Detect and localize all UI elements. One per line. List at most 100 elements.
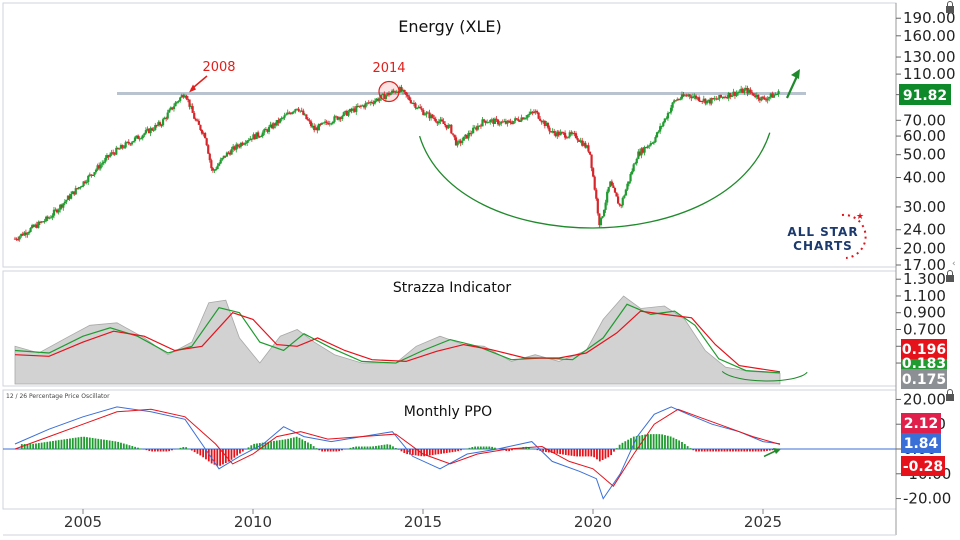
candle-body xyxy=(754,95,757,98)
ppo-histogram-bar xyxy=(771,449,774,451)
candle-body xyxy=(595,189,598,199)
candle-body xyxy=(98,165,101,169)
ppo-histogram-bar xyxy=(655,434,658,449)
ppo-histogram-bar xyxy=(411,449,414,455)
candle-body xyxy=(90,174,93,176)
candle-body xyxy=(615,192,618,197)
ppo-histogram-bar xyxy=(86,437,88,449)
candle-body xyxy=(105,155,109,158)
candle-body xyxy=(331,121,334,124)
ppo-histogram-bar xyxy=(437,449,440,455)
ppo-histogram-bar xyxy=(281,439,284,449)
candle-body xyxy=(230,149,233,155)
ppo-histogram-bar xyxy=(168,449,171,452)
candle-body xyxy=(691,96,694,99)
candle-body xyxy=(741,88,744,93)
candle-body xyxy=(218,163,221,166)
candle-body xyxy=(202,133,205,135)
ppo-histogram-bar xyxy=(26,444,29,449)
candle-body xyxy=(384,95,387,99)
annotation-2014: 2014 xyxy=(372,61,405,76)
candle-body xyxy=(306,119,310,121)
ppo-histogram-bar xyxy=(703,449,706,452)
candle-body xyxy=(571,133,574,135)
candle-body xyxy=(422,109,425,116)
ppo-histogram-bar xyxy=(644,434,647,449)
ppo-histogram-bar xyxy=(270,441,273,449)
candle-body xyxy=(537,112,540,119)
collapse-icon[interactable]: ‹ xyxy=(952,259,956,269)
ppo-histogram-bar xyxy=(675,439,678,449)
ppo-histogram-bar xyxy=(723,449,726,452)
candle-body xyxy=(535,111,539,113)
candle-body xyxy=(529,111,532,114)
candle-body xyxy=(182,95,185,98)
candle-body xyxy=(470,133,473,135)
ppo-histogram-bar xyxy=(326,449,329,452)
candle-body xyxy=(444,123,447,126)
price-layer xyxy=(13,69,806,242)
price-y-tick: 160.00 xyxy=(903,27,956,45)
ppo-histogram-bar xyxy=(494,447,496,449)
ppo-histogram-bar xyxy=(52,440,54,449)
ppo-histogram-bar xyxy=(338,449,341,452)
candle-body xyxy=(429,114,433,119)
candle-body xyxy=(420,108,423,110)
ppo-histogram-bar xyxy=(451,449,454,453)
candle-body xyxy=(517,119,520,121)
ppo-histogram-bar xyxy=(71,438,74,449)
ppo-value-tags: 2.12 1.84 -0.28 xyxy=(901,413,945,476)
candle-body xyxy=(272,123,275,129)
candle-body xyxy=(738,91,741,93)
ppo-histogram-bar xyxy=(536,449,539,451)
price-y-tick: 190.00 xyxy=(903,9,956,27)
ppo-histogram-bar xyxy=(632,436,635,449)
ppo-histogram-bar xyxy=(567,449,570,456)
candle-body xyxy=(716,98,719,100)
candle-body xyxy=(280,118,283,120)
ppo-histogram-bar xyxy=(91,438,94,449)
candle-body xyxy=(361,105,364,107)
ppo-histogram-bar xyxy=(154,449,156,452)
candle-body xyxy=(771,93,774,98)
candle-body xyxy=(311,125,314,127)
candle-body xyxy=(403,89,406,92)
ppo-histogram-bar xyxy=(715,449,717,452)
candle-body xyxy=(236,144,239,147)
ppo-histogram-bar xyxy=(428,449,431,456)
ppo-histogram-bar xyxy=(188,448,190,450)
candle-body xyxy=(152,129,155,131)
candle-body xyxy=(450,124,453,134)
candle-body xyxy=(540,120,543,123)
candle-body xyxy=(707,99,710,101)
ppo-tag-hist: -0.28 xyxy=(903,459,943,475)
ppo-histogram-bar xyxy=(273,440,275,449)
strazza-layer xyxy=(14,295,808,385)
candle-body xyxy=(401,89,405,92)
candle-body xyxy=(277,120,280,123)
candle-body xyxy=(415,107,419,109)
candle-body xyxy=(175,101,179,103)
ppo-histogram-bar xyxy=(267,441,270,449)
ppo-histogram-bar xyxy=(471,447,474,449)
candle-body xyxy=(171,107,174,110)
ppo-histogram-bar xyxy=(392,446,394,449)
candle-body xyxy=(137,135,140,139)
candle-body xyxy=(514,118,517,122)
candle-body xyxy=(493,118,497,124)
svg-text:ALL STAR: ALL STAR xyxy=(787,225,858,239)
ppo-histogram-bar xyxy=(669,436,672,449)
candle-body xyxy=(713,98,716,100)
candle-body xyxy=(200,129,204,134)
candle-body xyxy=(51,215,54,218)
candle-body xyxy=(760,96,763,101)
candle-body xyxy=(563,132,567,138)
candle-body xyxy=(722,96,726,98)
ppo-histogram-bar xyxy=(598,449,601,462)
candle-body xyxy=(409,100,412,104)
candle-body xyxy=(726,96,729,99)
candle-body xyxy=(453,134,456,138)
candle-body xyxy=(119,145,123,149)
candle-body xyxy=(84,181,87,184)
